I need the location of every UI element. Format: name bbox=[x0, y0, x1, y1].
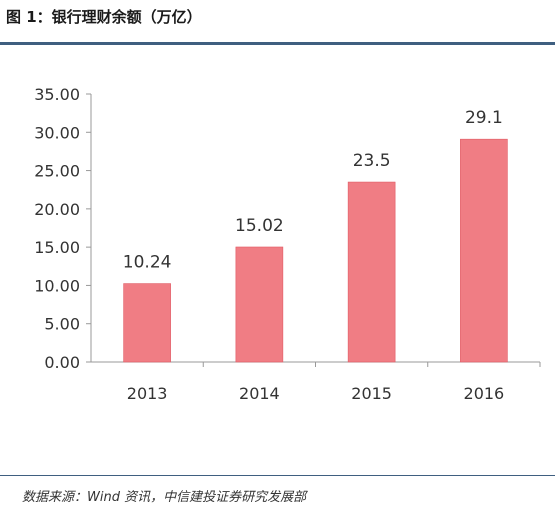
chart-axes: 0.00 5.00 10.00 15.00 20.00 25.00 30.00 35.00 bbox=[34, 85, 541, 372]
y-tick-label: 35.00 bbox=[34, 85, 80, 104]
data-label: 29.1 bbox=[465, 108, 503, 128]
x-tick-label: 2015 bbox=[351, 384, 392, 403]
y-tick-label: 5.00 bbox=[44, 315, 80, 334]
x-tick-label: 2013 bbox=[127, 384, 168, 403]
x-tick-label: 2014 bbox=[239, 384, 280, 403]
y-tick-label: 10.00 bbox=[34, 276, 80, 295]
y-tick-label: 25.00 bbox=[34, 162, 80, 181]
y-tick-label: 20.00 bbox=[34, 200, 80, 219]
bar-chart: 0.00 5.00 10.00 15.00 20.00 25.00 30.00 35.00 2… bbox=[34, 85, 541, 403]
x-tick-label: 2016 bbox=[464, 384, 505, 403]
y-tick-label: 15.00 bbox=[34, 238, 80, 257]
bar bbox=[347, 181, 396, 363]
bar bbox=[123, 283, 171, 363]
title-divider bbox=[0, 42, 555, 45]
data-label: 15.02 bbox=[235, 216, 284, 236]
data-label: 10.24 bbox=[123, 253, 172, 273]
bar bbox=[460, 138, 508, 363]
data-source-note: 数据来源：Wind 资讯，中信建投证券研究发展部 bbox=[22, 490, 307, 505]
y-tick-label: 0.00 bbox=[44, 353, 80, 372]
source-divider bbox=[0, 475, 555, 476]
chart-labels: 2013 10.24 2014 15.02 2015 23.5 2016 29.1 bbox=[123, 108, 504, 403]
figure-title: 图 1：银行理财余额（万亿） bbox=[6, 8, 202, 26]
data-label: 23.5 bbox=[353, 151, 391, 171]
bar bbox=[235, 246, 284, 363]
y-tick-label: 30.00 bbox=[34, 123, 80, 142]
chart-bars bbox=[123, 138, 508, 363]
